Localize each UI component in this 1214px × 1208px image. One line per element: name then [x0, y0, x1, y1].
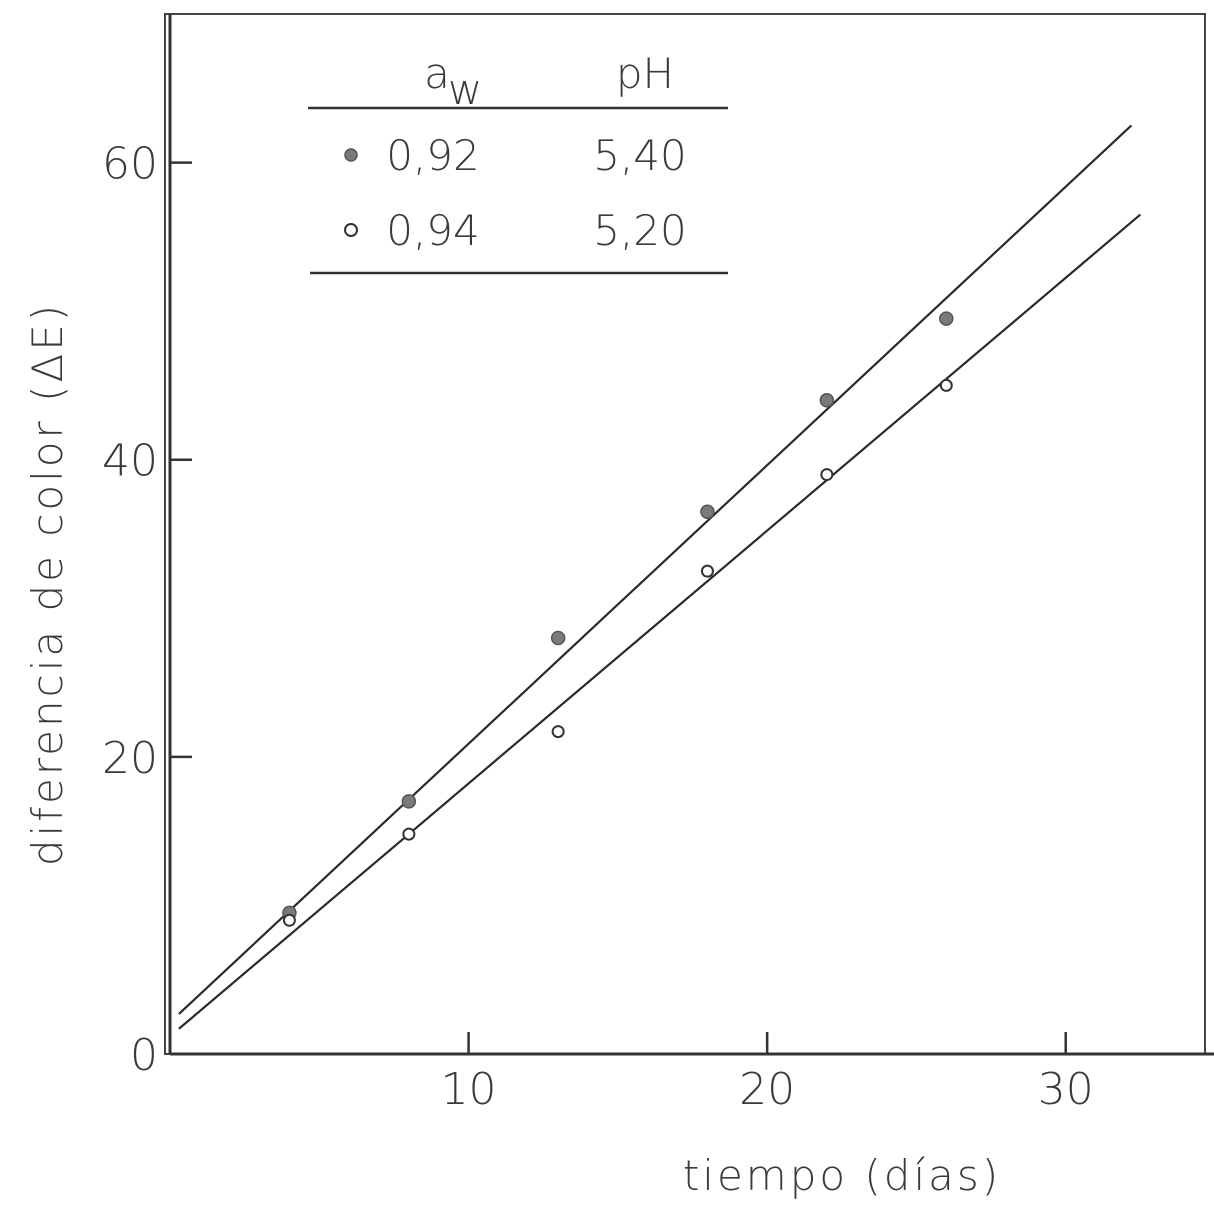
- legend: aw pH 0,92 5,40 0,94 5,20: [308, 49, 728, 275]
- data-point-filled: [700, 504, 715, 519]
- data-point-filled: [939, 311, 954, 326]
- data-point-open: [700, 564, 714, 578]
- y-axis-title: diferencia de color (ΔE): [23, 302, 72, 866]
- legend-header-ph: pH: [616, 49, 674, 98]
- data-point-open: [939, 378, 953, 392]
- legend-header-aw: a: [424, 49, 450, 98]
- x-axis-title: tiempo (días): [683, 1151, 1001, 1200]
- legend-aw-value: 0,94: [386, 206, 480, 255]
- fit-lines: [178, 124, 1142, 1030]
- y-tick-label: 60: [102, 139, 158, 190]
- y-tick-label: 40: [102, 436, 158, 487]
- x-tick-label: 10: [441, 1064, 497, 1115]
- fit-line-filled: [178, 124, 1133, 1015]
- legend-ph-value: 5,40: [593, 131, 687, 180]
- data-point-open: [820, 468, 834, 482]
- data-point-open: [551, 725, 565, 739]
- legend-ph-value: 5,20: [593, 206, 687, 255]
- legend-aw-value: 0,92: [386, 131, 480, 180]
- y-tick-label: 20: [102, 733, 158, 784]
- x-tick-label: 30: [1038, 1064, 1094, 1115]
- data-point-filled: [550, 630, 566, 646]
- axes: 10 20 30 0 20 40 60: [102, 14, 1214, 1115]
- y-tick-label: 0: [130, 1030, 158, 1081]
- data-point-filled: [401, 794, 417, 809]
- legend-marker-open: [344, 223, 358, 237]
- data-point-filled: [819, 393, 835, 408]
- legend-header-aw-subscript: w: [448, 65, 482, 114]
- data-point-open: [282, 913, 296, 927]
- legend-marker-filled: [344, 148, 358, 162]
- data-point-open: [402, 827, 416, 841]
- fit-line-open: [178, 213, 1142, 1030]
- data-points: [282, 311, 954, 927]
- x-tick-label: 20: [739, 1064, 795, 1115]
